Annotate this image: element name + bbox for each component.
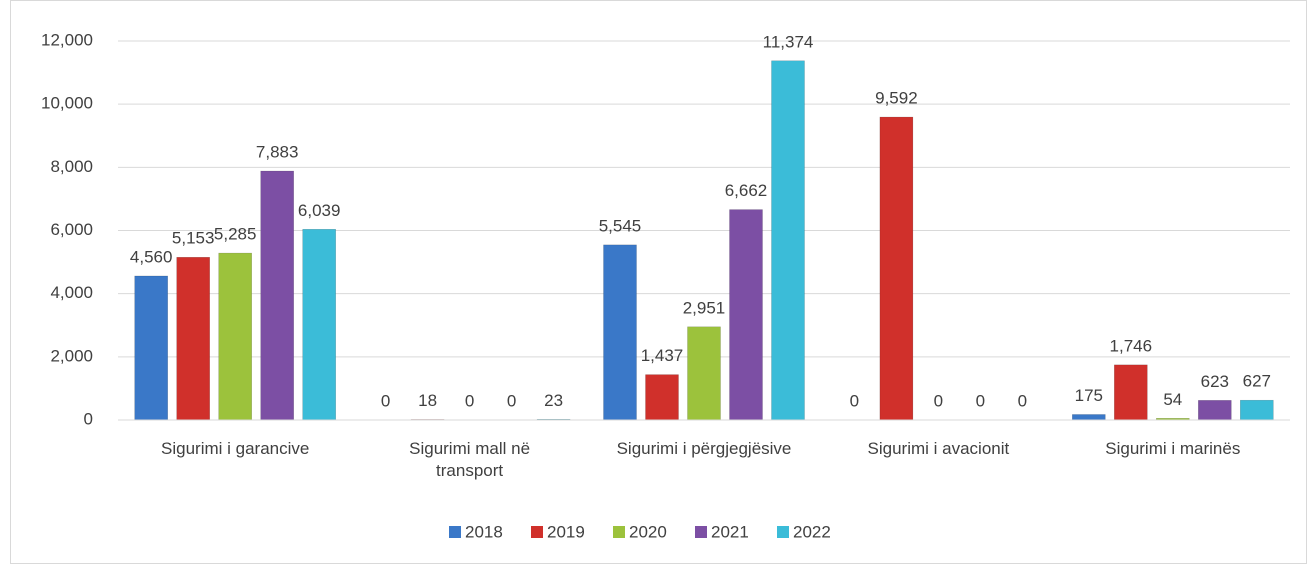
value-label: 6,662 <box>725 181 768 200</box>
value-label: 0 <box>976 391 985 410</box>
value-label: 4,560 <box>130 247 173 266</box>
y-tick-label: 12,000 <box>41 30 93 49</box>
y-tick-label: 10,000 <box>41 94 93 113</box>
legend-swatch <box>777 526 789 538</box>
x-tick-label: Sigurimi i përgjegjësive <box>616 439 792 458</box>
value-label: 1,746 <box>1110 336 1153 355</box>
x-tick-label-box: Sigurimi i marinës <box>1105 439 1241 458</box>
legend-swatch <box>449 526 461 538</box>
x-tick-label-box: Sigurimi i garancive <box>161 439 310 458</box>
value-label: 9,592 <box>875 89 918 108</box>
x-tick-label: Sigurimi i avacionit <box>867 439 1010 458</box>
x-tick-label-box: Sigurimi i avacionit <box>867 439 1010 458</box>
y-tick-label: 6,000 <box>50 220 93 239</box>
value-label: 23 <box>544 391 563 410</box>
bar <box>729 209 763 421</box>
legend-label: 2022 <box>793 522 831 541</box>
bar <box>1240 399 1274 421</box>
bar <box>260 170 294 421</box>
value-label: 0 <box>1018 391 1027 410</box>
value-label: 0 <box>507 391 516 410</box>
y-tick-label: 0 <box>84 409 93 428</box>
chart-frame <box>10 0 1307 564</box>
bar <box>176 257 210 421</box>
value-label: 0 <box>934 391 943 410</box>
bar <box>603 244 637 421</box>
value-label: 6,039 <box>298 201 341 220</box>
value-label: 0 <box>465 391 474 410</box>
legend-swatch <box>613 526 625 538</box>
x-tick-label-box: Sigurimi mall në transport <box>409 439 531 480</box>
value-label: 54 <box>1163 390 1182 409</box>
x-tick-label: Sigurimi i marinës <box>1105 439 1241 458</box>
legend-label: 2019 <box>547 522 585 541</box>
x-tick-label-box: Sigurimi i përgjegjësive <box>616 439 792 458</box>
value-label: 11,374 <box>763 32 814 51</box>
bar <box>1072 414 1106 421</box>
bar <box>134 275 168 421</box>
x-tick-label: Sigurimi i garancive <box>161 439 310 458</box>
legend-label: 2021 <box>711 522 749 541</box>
x-tick-label: Sigurimi mall në transport <box>409 439 531 480</box>
bar <box>302 229 336 421</box>
value-label: 5,285 <box>214 225 257 244</box>
bar <box>879 116 914 421</box>
value-label: 175 <box>1075 386 1103 405</box>
legend-label: 2020 <box>629 522 667 541</box>
bar <box>645 374 679 421</box>
value-label: 0 <box>381 391 390 410</box>
value-label: 0 <box>850 391 859 410</box>
value-label: 5,545 <box>599 216 642 235</box>
y-tick-label: 8,000 <box>50 157 93 176</box>
value-label: 1,437 <box>641 346 684 365</box>
value-label: 5,153 <box>172 229 215 248</box>
legend-swatch <box>695 526 707 538</box>
value-label: 623 <box>1201 372 1229 391</box>
y-tick-label: 2,000 <box>50 346 93 365</box>
bar <box>687 326 721 421</box>
y-tick-label: 4,000 <box>50 283 93 302</box>
bar <box>771 60 805 421</box>
legend-swatch <box>531 526 543 538</box>
legend-label: 2018 <box>465 522 503 541</box>
value-label: 627 <box>1243 372 1271 391</box>
bar <box>218 252 252 421</box>
value-label: 2,951 <box>683 298 726 317</box>
bar <box>1114 364 1148 421</box>
bar <box>1198 400 1232 421</box>
value-label: 7,883 <box>256 143 299 162</box>
value-label: 18 <box>418 391 437 410</box>
